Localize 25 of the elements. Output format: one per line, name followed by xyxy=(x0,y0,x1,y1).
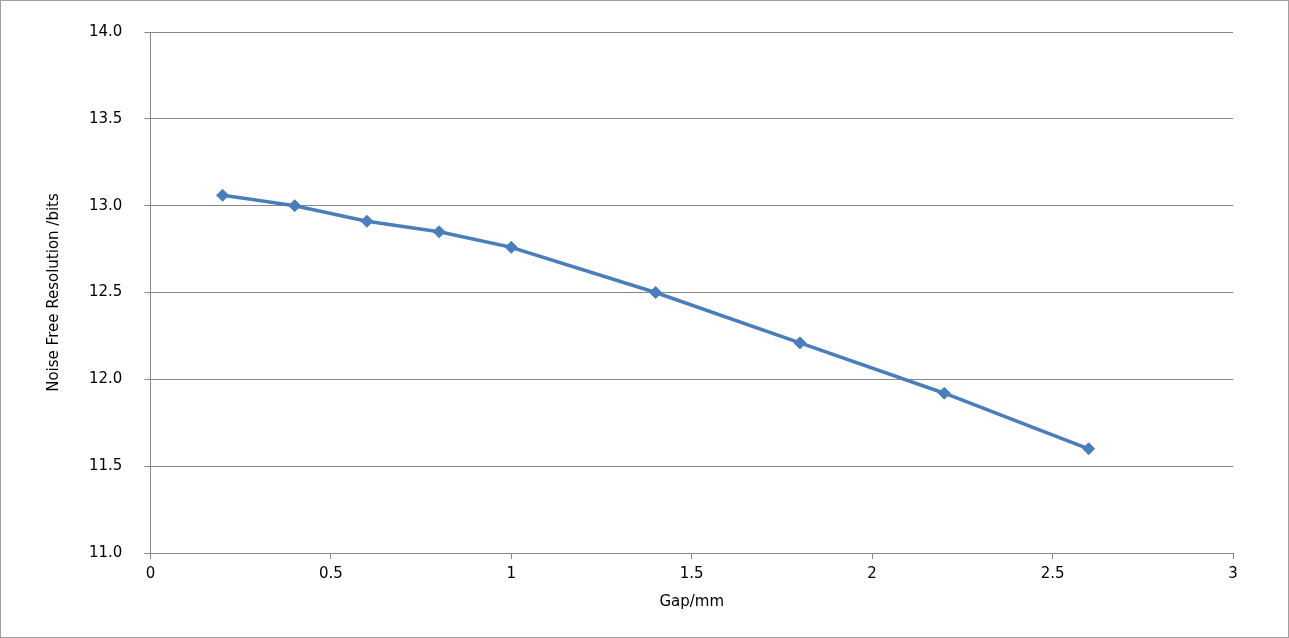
x-axis-title: Gap/mm xyxy=(659,591,725,610)
point xyxy=(288,199,302,213)
y-axis-title: Noise Free Resolution /bits xyxy=(43,193,62,392)
y-tick-label: 11.0 xyxy=(88,542,123,561)
y-tick-label: 11.5 xyxy=(88,456,123,475)
x-tick-label: 1.5 xyxy=(679,563,704,582)
y-tick-label: 12.5 xyxy=(88,282,123,301)
point xyxy=(360,214,374,228)
y-tick-label: 13.0 xyxy=(88,195,123,214)
x-tick-label: 2 xyxy=(867,563,877,582)
point xyxy=(649,286,663,299)
point xyxy=(216,188,230,202)
x-tick-label: 3 xyxy=(1228,563,1238,582)
y-tick-label: 14.0 xyxy=(88,21,123,40)
x-tick-label: 2.5 xyxy=(1040,563,1065,582)
y-tick-label: 13.5 xyxy=(88,108,123,127)
point xyxy=(1082,442,1096,456)
x-tick-label: 0 xyxy=(145,563,156,582)
y-tick-label: 12.0 xyxy=(88,369,123,388)
point xyxy=(793,336,807,350)
x-tick-label: 1 xyxy=(506,563,517,582)
point xyxy=(504,240,518,254)
point xyxy=(937,386,951,400)
point xyxy=(432,225,446,239)
x-tick-label: 0.5 xyxy=(318,563,343,582)
